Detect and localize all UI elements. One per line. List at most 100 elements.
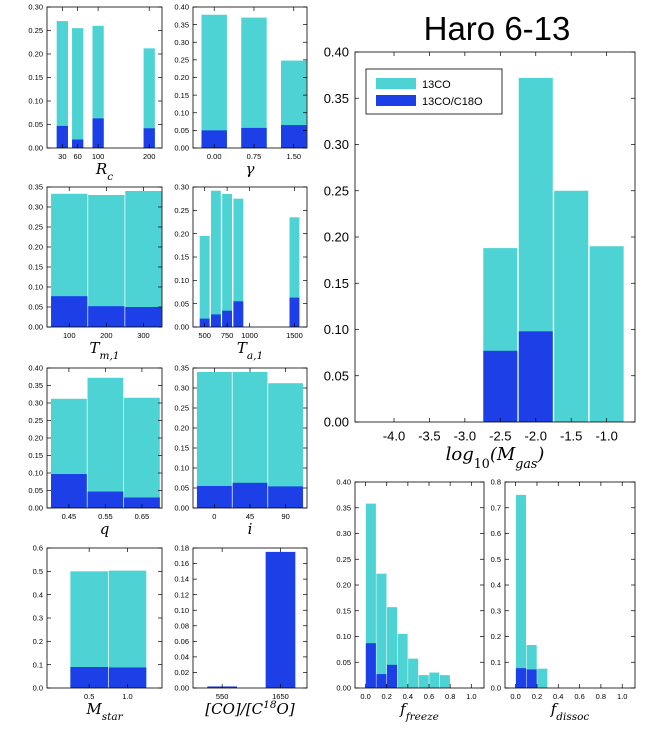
bar-13co-0 xyxy=(56,21,68,149)
y-tick-label: 0.15 xyxy=(324,276,349,291)
bar-13co-2 xyxy=(125,191,162,327)
x-tick-label: 1500 xyxy=(286,331,303,340)
x-tick-label: 0.65 xyxy=(135,512,150,521)
x-tick-label: -3.0 xyxy=(454,429,476,444)
x-tick-label: 0.0 xyxy=(360,692,370,701)
bar-ratio-0 xyxy=(483,350,518,422)
x-tick-label: 0.8 xyxy=(445,692,455,701)
bar-ratio-0 xyxy=(196,486,232,508)
bar-ratio-2 xyxy=(124,497,160,508)
panel-q: 0.00 0.05 0.10 0.15 0.20 0.25 0.30 0.35 0.40 0.45… xyxy=(28,364,163,538)
x-tick-label: -2.5 xyxy=(489,429,511,444)
x-tick-label: 0.00 xyxy=(207,152,222,161)
x-tick-label: 750 xyxy=(221,331,234,340)
x-tick-label: 0.4 xyxy=(403,692,413,701)
x-tick-label: 0.4 xyxy=(553,692,563,701)
y-tick-label: 0.15 xyxy=(336,606,351,615)
plot-frame xyxy=(46,186,163,328)
y-tick-label: 0.25 xyxy=(28,223,43,232)
panel-gamma: 0.00 0.05 0.10 0.15 0.20 0.25 0.30 0.35 0.40 0.00… xyxy=(174,3,308,178)
y-tick-label: 0.15 xyxy=(28,73,43,82)
y-tick-label: 0.00 xyxy=(324,415,349,430)
bar-ratio-0 xyxy=(515,668,527,688)
x-tick-label: 45 xyxy=(246,512,254,521)
bar-13co-0 xyxy=(515,494,527,688)
bar-ratio-1 xyxy=(210,314,221,327)
y-tick-label: 0.00 xyxy=(174,323,189,332)
panel-fdissoc: 0.0 0.1 0.2 0.3 0.4 0.5 0.6 0.7 0.8 0.0 0.2 0.4 0.6 0… xyxy=(491,478,636,723)
x-tick-label: 100 xyxy=(92,152,105,161)
bar-ratio-0 xyxy=(51,474,87,508)
y-tick-label: 0.0 xyxy=(33,684,43,693)
y-tick-label: 0.00 xyxy=(174,144,189,153)
bar-13co-2 xyxy=(92,25,104,148)
y-tick-label: 0.4 xyxy=(33,590,43,599)
y-tick-label: 0.05 xyxy=(174,299,189,308)
legend-swatch-13co xyxy=(376,78,416,89)
x-tick-label: 200 xyxy=(100,331,113,340)
axis-label: γ xyxy=(246,160,255,178)
y-tick-label: 0.15 xyxy=(28,263,43,272)
y-tick-label: 0.05 xyxy=(28,486,43,495)
x-tick-label: 0.0 xyxy=(510,692,520,701)
panel-tm1: 0.00 0.05 0.10 0.15 0.20 0.25 0.30 0.35 100 200 30… xyxy=(28,183,163,362)
y-tick-label: 0.04 xyxy=(174,653,189,662)
y-tick-label: 0.14 xyxy=(174,575,189,584)
y-tick-label: 0.10 xyxy=(174,606,189,615)
y-tick-label: 0.05 xyxy=(28,303,43,312)
bar-ratio-1 xyxy=(241,127,267,148)
axis-label: Mstar xyxy=(85,700,123,723)
axis-label: [CO]/[C18O] xyxy=(205,699,295,718)
y-tick-label: 0.10 xyxy=(174,108,189,117)
y-tick-label: 0.0 xyxy=(491,684,501,693)
y-tick-label: 0.35 xyxy=(174,20,189,29)
y-tick-label: 0.20 xyxy=(28,434,43,443)
x-tick-label: 1650 xyxy=(272,692,289,701)
axis-label: Rc xyxy=(95,160,113,183)
bar-ratio-0 xyxy=(365,643,376,688)
y-tick-label: 0.05 xyxy=(174,126,189,135)
bar-13co-3 xyxy=(589,246,624,422)
y-tick-label: 0.35 xyxy=(336,503,351,512)
bar-13co-5 xyxy=(418,675,429,688)
x-tick-label: -1.0 xyxy=(595,429,617,444)
y-tick-label: 0.10 xyxy=(28,283,43,292)
bar-ratio-2 xyxy=(268,486,304,508)
bar-13co-6 xyxy=(429,672,440,688)
y-tick-label: 0.06 xyxy=(174,637,189,646)
y-tick-label: 0.00 xyxy=(336,684,351,693)
panel-mgas: 0.00 0.05 0.10 0.15 0.20 0.25 0.30 0.35 0.40 -4.0… xyxy=(324,45,636,471)
y-tick-label: 0.25 xyxy=(174,404,189,413)
y-tick-label: 0.10 xyxy=(28,97,43,106)
y-tick-label: 0.40 xyxy=(336,478,351,487)
y-tick-label: 0.00 xyxy=(174,504,189,513)
x-tick-label: 300 xyxy=(137,331,150,340)
y-tick-label: 0.15 xyxy=(174,444,189,453)
bar-ratio-0 xyxy=(51,296,88,327)
y-tick-label: 0.5 xyxy=(491,555,501,564)
bar-13co-1 xyxy=(72,28,84,148)
bar-13co-1 xyxy=(88,195,125,327)
y-tick-label: 0.10 xyxy=(174,276,189,285)
axis-label: Tm,1 xyxy=(90,339,120,362)
legend-label-ratio: 13CO/C18O xyxy=(422,96,483,108)
panel-incl: 0.00 0.05 0.10 0.15 0.20 0.25 0.30 0.35 0 45 90 i xyxy=(174,364,308,538)
panel-coratio: 0.00 0.02 0.04 0.06 0.08 0.10 0.12 0.14 0.16 0.18… xyxy=(174,544,308,718)
bar-13co-1 xyxy=(87,377,124,508)
y-tick-label: 0.10 xyxy=(336,632,351,641)
y-tick-label: 0.6 xyxy=(491,529,501,538)
x-tick-label: 0.55 xyxy=(98,512,113,521)
bar-ratio-0 xyxy=(201,130,227,148)
bar-13co-2 xyxy=(386,607,398,688)
bar-13co-1 xyxy=(210,190,221,327)
y-tick-label: 0.35 xyxy=(28,381,43,390)
y-tick-label: 0.10 xyxy=(174,464,189,473)
bar-ratio-2 xyxy=(386,664,398,688)
x-tick-label: 0.45 xyxy=(62,512,77,521)
axis-label: log10(Mgas) xyxy=(446,444,545,471)
bar-ratio-0 xyxy=(70,667,108,688)
y-tick-label: 0.10 xyxy=(28,469,43,478)
y-tick-label: 0.5 xyxy=(33,567,43,576)
axis-label: ffreeze xyxy=(399,700,439,723)
